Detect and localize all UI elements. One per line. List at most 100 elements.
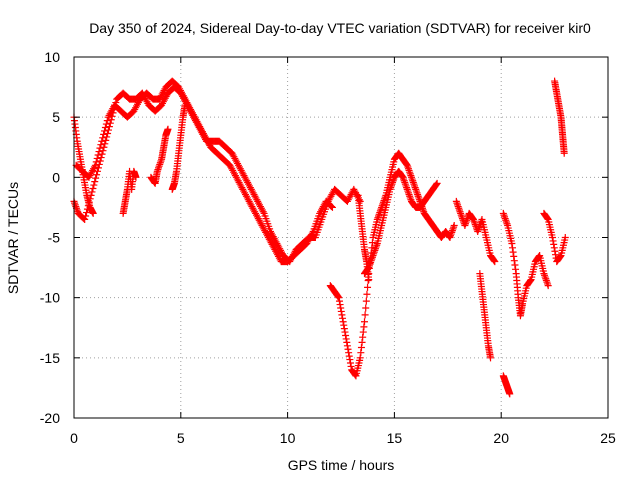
y-tick-label: -5 <box>48 230 61 246</box>
data-point <box>403 184 411 192</box>
data-point <box>411 184 419 192</box>
data-point <box>103 117 111 125</box>
series-track-h <box>360 167 441 278</box>
data-point <box>155 164 163 172</box>
series-track-o <box>551 77 568 157</box>
data-point <box>560 149 568 157</box>
data-point <box>401 178 409 186</box>
data-point <box>512 265 520 273</box>
data-point <box>556 252 564 260</box>
data-point <box>357 349 365 357</box>
data-point <box>370 248 378 256</box>
data-point <box>375 212 383 220</box>
data-point <box>360 323 368 331</box>
data-point <box>367 257 375 265</box>
data-point <box>411 182 419 190</box>
data-point <box>372 243 380 251</box>
data-point <box>71 199 79 207</box>
y-tick-label: -20 <box>40 410 60 426</box>
data-point <box>388 180 396 188</box>
data-point <box>71 201 79 209</box>
series-track-l <box>499 209 552 320</box>
data-point <box>407 172 415 180</box>
data-point <box>454 203 462 211</box>
axis-ticks <box>73 56 609 419</box>
y-tick-labels: -20 -15 -10 -5 0 5 10 <box>40 49 60 426</box>
data-point <box>469 215 477 223</box>
data-point <box>362 304 370 312</box>
x-tick-label: 20 <box>493 430 509 446</box>
data-point <box>446 234 454 241</box>
data-point <box>432 181 440 189</box>
data-point <box>551 247 559 255</box>
data-point <box>502 218 510 226</box>
data-point <box>356 354 364 362</box>
data-point <box>542 275 550 283</box>
data-point <box>157 157 165 165</box>
data-point <box>387 184 395 192</box>
data-point <box>413 189 421 197</box>
x-tick-label: 5 <box>177 430 185 446</box>
data-point <box>406 192 414 200</box>
data-point <box>371 245 379 253</box>
data-point <box>453 199 461 207</box>
data-point <box>403 161 411 169</box>
data-point <box>409 177 417 185</box>
data-point <box>386 185 394 193</box>
series-track-d <box>119 167 140 217</box>
data-point <box>102 120 110 128</box>
data-point <box>339 314 347 322</box>
data-point <box>561 234 569 241</box>
data-point <box>93 167 101 175</box>
data-point <box>346 356 354 364</box>
data-point <box>457 211 465 219</box>
data-point <box>92 158 100 166</box>
data-point <box>357 344 365 352</box>
data-point <box>550 240 558 248</box>
data-point <box>412 185 420 193</box>
series-track-n <box>540 209 569 266</box>
data-point <box>510 252 518 260</box>
data-point <box>414 192 422 200</box>
data-point <box>132 173 140 181</box>
data-point <box>340 325 348 333</box>
data-point <box>399 173 407 181</box>
data-point <box>389 177 397 185</box>
data-point <box>415 196 423 204</box>
data-point <box>358 338 366 346</box>
y-tick-label: 10 <box>44 49 60 65</box>
data-point <box>458 213 466 221</box>
data-point <box>94 151 102 159</box>
y-tick-label: -15 <box>40 350 60 366</box>
data-point <box>433 180 441 188</box>
data-point <box>511 261 519 269</box>
data-point <box>454 201 462 209</box>
data-point <box>81 215 89 223</box>
data-point <box>259 208 267 216</box>
data-point <box>447 232 455 240</box>
data-point <box>543 214 551 222</box>
data-point <box>359 333 367 341</box>
data-point <box>455 204 463 212</box>
data-point <box>83 209 91 217</box>
x-axis-label: GPS time / hours <box>288 457 395 473</box>
data-point <box>412 187 420 195</box>
y-tick-label: 0 <box>52 169 60 185</box>
data-point <box>474 227 482 235</box>
data-point <box>342 335 350 343</box>
data-point <box>365 276 373 284</box>
data-point <box>334 292 342 300</box>
data-point <box>544 280 552 288</box>
data-point <box>510 257 518 265</box>
x-tick-label: 25 <box>600 430 616 446</box>
data-point <box>181 101 189 109</box>
data-point <box>97 141 105 149</box>
data-point <box>540 270 548 278</box>
x-tick-labels: 0 5 10 15 20 25 <box>70 430 616 446</box>
data-point <box>156 159 164 167</box>
data-point <box>400 175 408 183</box>
data-point <box>371 246 379 254</box>
data-point <box>433 179 441 187</box>
data-point <box>535 252 543 260</box>
x-tick-label: 10 <box>280 430 296 446</box>
